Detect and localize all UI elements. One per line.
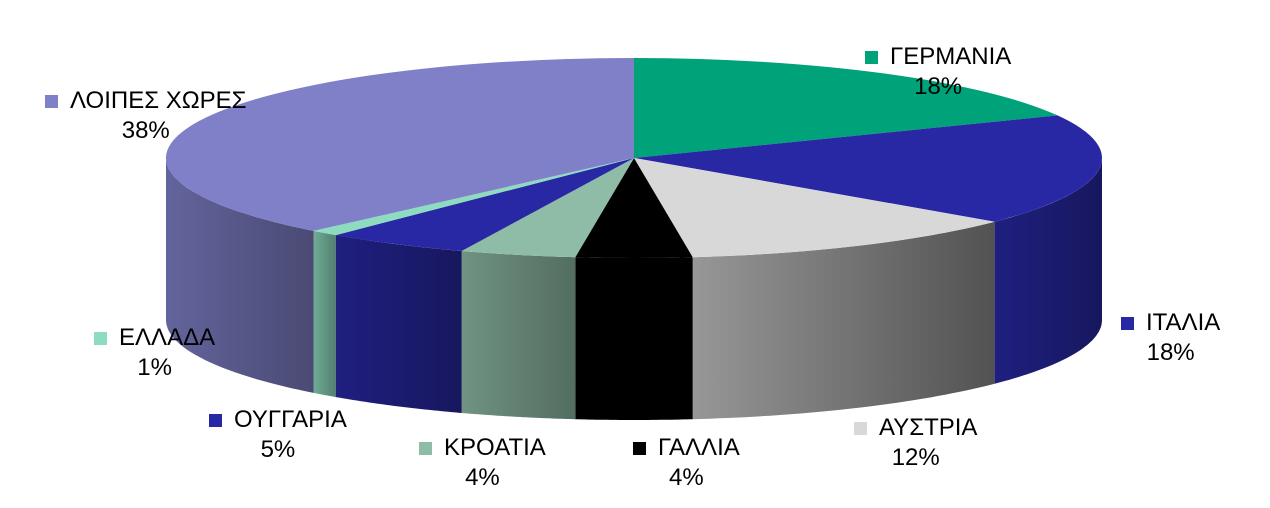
slice-wall-2	[692, 221, 995, 420]
slice-name: ΓΕΡΜΑΝΙΑ	[890, 43, 1012, 70]
slice-label-1: ΙΤΑΛΙΑ 18%	[1121, 308, 1220, 368]
slice-name: ΑΥΣΤΡΙΑ	[879, 414, 978, 441]
slice-label-3: ΓΑΛΛΙΑ 4%	[633, 433, 740, 493]
slice-percent: 1%	[137, 354, 172, 381]
slice-percent: 18%	[914, 73, 963, 100]
slice-label-row: ΙΤΑΛΙΑ	[1121, 308, 1220, 338]
legend-swatch	[209, 413, 222, 427]
pie-slice-4	[461, 158, 634, 258]
slice-label-4: ΚΡΟΑΤΙΑ 4%	[419, 433, 546, 493]
slice-label-5: ΟΥΓΓΑΡΙΑ 5%	[209, 405, 347, 465]
legend-swatch	[45, 94, 58, 108]
slice-name: ΙΤΑΛΙΑ	[1146, 309, 1221, 336]
legend-swatch	[419, 441, 432, 455]
slice-label-row: ΕΛΛΑΔΑ	[94, 323, 215, 353]
slice-wall-3	[575, 257, 693, 420]
pie-slice-3	[575, 158, 693, 258]
pie-side-walls	[166, 158, 1102, 420]
slice-label-row: ΓΑΛΛΙΑ	[633, 433, 740, 463]
slice-percent: 4%	[465, 464, 500, 491]
legend-swatch	[1121, 316, 1134, 330]
legend-swatch	[633, 441, 646, 455]
slice-percent: 4%	[669, 464, 704, 491]
slice-wall-7	[166, 158, 314, 393]
slice-label-row: ΟΥΓΓΑΡΙΑ	[209, 405, 347, 435]
legend-swatch	[94, 331, 107, 345]
slice-wall-5	[335, 235, 462, 413]
pie-slice-6	[313, 158, 634, 236]
slice-wall-4	[461, 251, 576, 420]
pie-slice-7	[165, 58, 634, 231]
slice-label-row: ΚΡΟΑΤΙΑ	[419, 433, 546, 463]
slice-name: ΟΥΓΓΑΡΙΑ	[234, 406, 347, 433]
slice-name: ΕΛΛΑΔΑ	[119, 324, 216, 351]
slice-wall-6	[313, 230, 336, 398]
slice-percent: 18%	[1146, 339, 1195, 366]
slice-label-row: ΓΕΡΜΑΝΙΑ	[865, 42, 1011, 72]
slice-label-row: ΑΥΣΤΡΙΑ	[854, 413, 977, 443]
slice-wall-1	[994, 158, 1102, 384]
slice-percent: 12%	[891, 444, 940, 471]
slice-percent: 5%	[260, 436, 296, 463]
legend-swatch	[865, 50, 878, 64]
slice-percent: 38%	[121, 117, 170, 144]
slice-label-0: ΓΕΡΜΑΝΙΑ 18%	[865, 42, 1011, 102]
legend-swatch	[854, 421, 867, 435]
pie-slice-1	[634, 115, 1102, 222]
pie-top	[165, 58, 1102, 258]
slice-label-6: ΕΛΛΑΔΑ 1%	[94, 323, 215, 383]
slice-name: ΓΑΛΛΙΑ	[658, 434, 740, 461]
slice-label-row: ΛΟΙΠΕΣ ΧΩΡΕΣ	[45, 86, 247, 116]
pie-slice-5	[335, 158, 634, 251]
slice-name: ΛΟΙΠΕΣ ΧΩΡΕΣ	[70, 87, 247, 114]
slice-label-7: ΛΟΙΠΕΣ ΧΩΡΕΣ 38%	[45, 86, 247, 146]
pie-slice-0	[634, 58, 1058, 158]
pie-slice-2	[634, 158, 995, 258]
slice-name: ΚΡΟΑΤΙΑ	[444, 434, 546, 461]
slice-label-2: ΑΥΣΤΡΙΑ 12%	[854, 413, 977, 473]
